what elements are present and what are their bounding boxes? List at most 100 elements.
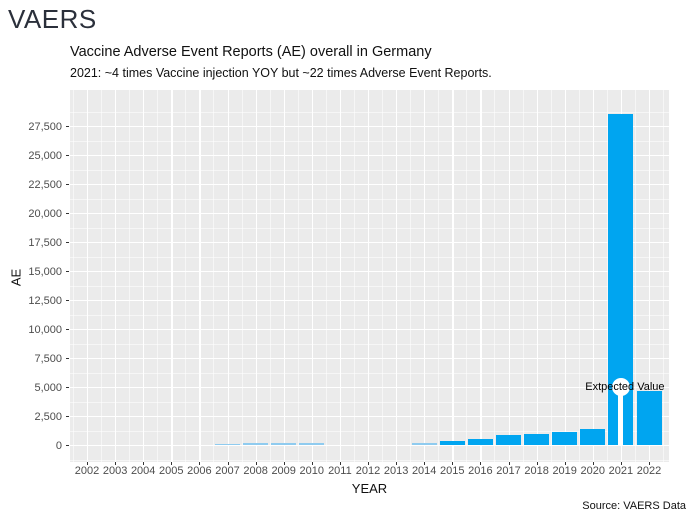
x-axis-tick (368, 462, 369, 465)
y-tick-label: 0 (55, 439, 62, 452)
bar-2022[interactable] (636, 390, 662, 445)
x-axis-tick (143, 462, 145, 465)
y-axis-tick (66, 416, 69, 417)
gridline-minor-h (70, 343, 669, 345)
bar-2008[interactable] (243, 443, 269, 445)
gridline-minor-h (70, 111, 669, 113)
gridline-major-v (508, 90, 510, 462)
gridline-minor-v (129, 90, 131, 462)
y-tick-label: 25,000 (28, 149, 62, 162)
y-axis-tick (66, 184, 69, 185)
y-axis-tick (66, 213, 69, 214)
plot-panel: Extpected Value (70, 90, 669, 462)
bar-2018[interactable] (524, 434, 550, 445)
x-axis-tick (564, 462, 566, 465)
x-tick-label-2012: 2012 (355, 465, 381, 477)
gridline-major-v (649, 90, 651, 462)
gridline-major-v (592, 90, 595, 462)
gridline-minor-v (101, 90, 103, 462)
y-tick-label: 22,500 (28, 178, 62, 191)
x-axis-tick (115, 462, 117, 465)
y-tick-label: 17,500 (28, 236, 62, 249)
x-axis-tick (283, 462, 285, 465)
x-tick-label-2008: 2008 (243, 465, 268, 477)
x-axis-tick (480, 462, 482, 465)
gridline-major-v (564, 90, 566, 462)
expected-value-point[interactable] (611, 378, 630, 396)
gridline-major-v (199, 90, 201, 462)
bar-2014[interactable] (411, 442, 437, 445)
y-tick-label: 15,000 (28, 265, 62, 278)
x-tick-label-2010: 2010 (299, 465, 325, 477)
gridline-minor-h (70, 169, 669, 171)
gridline-major-h (70, 213, 669, 215)
x-tick-label-2021: 2021 (608, 465, 634, 477)
gridline-major-v (171, 90, 173, 462)
x-tick-label-2003: 2003 (102, 465, 128, 477)
gridline-major-h (70, 155, 669, 157)
gridline-minor-v (185, 90, 187, 462)
gridline-minor-v (157, 90, 159, 462)
gridline-major-v (227, 90, 229, 462)
gridline-major-v (368, 90, 370, 462)
gridline-minor-v (635, 90, 636, 462)
x-axis-tick (227, 462, 229, 465)
gridline-minor-h (70, 256, 669, 258)
bar-2009[interactable] (271, 443, 297, 445)
x-axis-title: YEAR (351, 481, 388, 496)
x-axis-tick (396, 462, 398, 465)
x-tick-label-2002: 2002 (74, 465, 100, 477)
x-tick-label-2020: 2020 (580, 465, 606, 477)
gridline-minor-v (522, 90, 524, 462)
gridline-major-h (70, 126, 669, 128)
x-axis-tick (536, 462, 538, 465)
x-axis-tick (199, 462, 201, 465)
y-tick-label: 5,000 (34, 381, 62, 394)
x-tick-label-2009: 2009 (271, 465, 296, 477)
gridline-minor-h (70, 401, 669, 403)
bar-2017[interactable] (496, 435, 521, 445)
x-axis-tick (649, 462, 650, 465)
gridline-minor-v (438, 90, 440, 462)
gridline-minor-v (606, 90, 608, 462)
bar-2010[interactable] (299, 443, 325, 445)
gridline-minor-v (353, 90, 355, 462)
gridline-minor-h (70, 140, 669, 142)
gridline-minor-h (70, 430, 669, 432)
gridline-minor-v (410, 90, 412, 462)
gridline-major-v (339, 90, 342, 462)
y-tick-label: 12,500 (28, 294, 62, 307)
y-tick-label: 20,000 (28, 207, 62, 220)
x-tick-label-2005: 2005 (159, 465, 184, 477)
gridline-minor-h (70, 314, 669, 316)
gridline-major-v (480, 90, 482, 462)
gridline-minor-v (663, 90, 664, 462)
chart-subtitle: 2021: ~4 times Vaccine injection YOY but… (70, 66, 492, 80)
x-axis-tick (620, 462, 622, 465)
y-axis-tick (66, 387, 69, 388)
bar-2015[interactable] (439, 440, 465, 445)
x-axis-tick (452, 462, 454, 465)
x-tick-label-2011: 2011 (328, 465, 352, 477)
gridline-minor-v (466, 90, 468, 462)
y-axis-tick (66, 445, 69, 446)
x-axis-tick (171, 462, 173, 465)
gridline-major-v (283, 90, 285, 462)
bar-2007[interactable] (215, 443, 240, 445)
gridline-major-v (255, 90, 257, 462)
gridline-major-v (87, 90, 89, 462)
x-axis-tick (339, 462, 341, 465)
gridline-minor-h (70, 227, 669, 229)
gridline-minor-v (550, 90, 552, 462)
bar-2016[interactable] (467, 438, 493, 445)
x-tick-label-2017: 2017 (496, 465, 521, 477)
gridline-minor-v (578, 90, 580, 462)
gridline-major-h (70, 416, 669, 418)
bar-2019[interactable] (552, 432, 578, 445)
gridline-major-h (70, 329, 669, 331)
x-tick-label-2014: 2014 (411, 465, 437, 477)
x-tick-label-2015: 2015 (440, 465, 465, 477)
bar-2020[interactable] (580, 429, 606, 445)
y-axis-tick (66, 271, 69, 272)
